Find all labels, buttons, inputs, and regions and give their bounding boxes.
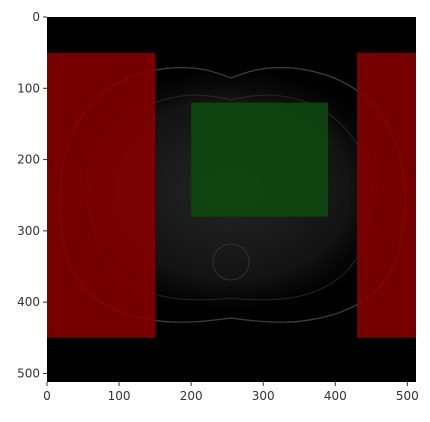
spine-region: [212, 243, 250, 281]
x-tick-label: 100: [108, 389, 131, 403]
image-area: [47, 17, 416, 382]
y-tick-label: 300: [17, 224, 40, 238]
x-tick-label: 400: [324, 389, 347, 403]
y-tick-label: 400: [17, 295, 40, 309]
y-tick-label: 200: [17, 153, 40, 167]
x-tick-label: 300: [252, 389, 275, 403]
y-axis: 0 100 200 300 400 500: [17, 10, 47, 380]
x-axis: 0 100 200 300 400 500: [43, 382, 419, 403]
y-tick-label: 0: [32, 10, 40, 24]
x-tick-label: 0: [43, 389, 51, 403]
left-red-region: [47, 52, 156, 338]
overlay-layer: [47, 52, 416, 338]
x-tick-label: 200: [180, 389, 203, 403]
y-tick-label: 500: [17, 366, 40, 380]
y-tick-label: 100: [17, 81, 40, 95]
center-green-region: [191, 102, 329, 217]
right-red-region: [356, 52, 416, 338]
x-tick-label: 500: [396, 389, 419, 403]
